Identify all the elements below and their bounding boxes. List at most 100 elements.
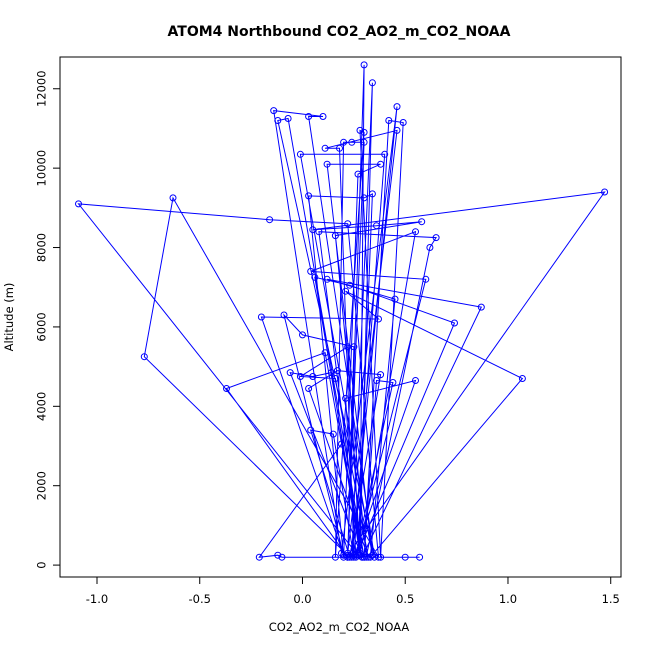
x-tick-label: 1.0	[499, 592, 517, 606]
y-axis-title: Altitude (m)	[2, 283, 16, 352]
data-point	[323, 275, 331, 283]
data-point	[426, 244, 434, 251]
data-point	[401, 553, 409, 561]
data-point	[518, 375, 526, 382]
x-tick-label: -0.5	[189, 592, 211, 606]
chart-title: ATOM4 Northbound CO2_AO2_m_CO2_NOAA	[168, 24, 511, 40]
data-point	[140, 353, 148, 361]
data-point	[354, 170, 362, 178]
data-point	[309, 226, 317, 234]
y-tick-label: 8000	[35, 233, 49, 262]
data-point	[356, 549, 364, 557]
data-point	[362, 553, 370, 561]
data-point	[360, 128, 368, 136]
data-point	[274, 551, 282, 559]
x-axis: -1.0 -0.5 0.0 0.5 1.0 1.5	[86, 576, 620, 606]
data-point	[266, 216, 274, 224]
data-point	[356, 126, 364, 134]
data-point	[373, 222, 380, 230]
data-point	[340, 138, 348, 146]
data-point	[342, 287, 350, 295]
data-point	[278, 553, 286, 561]
data-point	[389, 379, 397, 386]
x-tick-label: 1.5	[602, 592, 620, 606]
x-tick-label: 0.0	[293, 592, 311, 606]
data-point	[284, 115, 292, 122]
data-point	[342, 394, 350, 402]
data-point	[286, 369, 294, 377]
data-point	[296, 150, 304, 158]
data-point	[432, 234, 440, 242]
y-axis: 0 2000 4000 6000 8000 10000 12000	[35, 70, 61, 569]
data-layer	[75, 61, 609, 561]
data-point	[296, 373, 304, 380]
data-point	[344, 343, 352, 351]
data-point	[344, 549, 352, 557]
data-point	[270, 107, 278, 115]
data-point	[344, 220, 352, 228]
data-point	[360, 553, 368, 561]
data-point	[223, 385, 230, 392]
y-tick-label: 0	[35, 561, 49, 568]
x-tick-label: -1.0	[86, 592, 108, 606]
data-point	[336, 144, 343, 152]
data-point	[321, 144, 329, 152]
data-point	[360, 138, 368, 146]
data-point	[348, 553, 356, 561]
data-point	[360, 61, 368, 69]
data-point	[323, 160, 331, 168]
data-point	[331, 553, 339, 561]
data-point	[377, 371, 385, 379]
data-point	[368, 551, 376, 559]
data-point	[385, 117, 393, 124]
data-point	[346, 281, 354, 289]
data-point	[422, 275, 430, 283]
data-point	[327, 369, 335, 377]
data-point	[305, 385, 313, 392]
data-point	[451, 319, 458, 327]
data-point	[377, 553, 385, 561]
data-point	[319, 113, 327, 120]
data-point	[412, 228, 419, 236]
data-point	[338, 440, 345, 448]
x-axis-title: CO2_AO2_m_CO2_NOAA	[269, 620, 410, 634]
data-point	[305, 113, 313, 120]
data-point	[274, 117, 282, 124]
data-point	[375, 553, 382, 561]
x-tick-label: 0.5	[396, 592, 414, 606]
data-point	[169, 194, 177, 202]
data-point	[348, 138, 356, 146]
data-point	[375, 315, 382, 323]
series-line	[77, 64, 606, 559]
data-point	[354, 551, 362, 559]
data-point	[412, 377, 419, 384]
data-point	[329, 430, 337, 438]
data-point	[331, 375, 339, 382]
data-point	[257, 313, 265, 321]
data-point	[331, 232, 339, 240]
data-point	[309, 373, 317, 380]
y-tick-label: 6000	[35, 312, 49, 341]
data-point	[416, 553, 424, 561]
data-point	[280, 311, 288, 319]
data-point	[75, 200, 82, 208]
data-point	[333, 367, 341, 375]
data-point	[368, 79, 376, 87]
data-point	[344, 551, 352, 559]
data-point	[377, 160, 385, 168]
y-tick-label: 12000	[35, 70, 49, 107]
data-point	[418, 218, 426, 226]
data-point	[346, 553, 354, 561]
y-tick-label: 2000	[35, 471, 49, 500]
data-point	[364, 553, 372, 561]
data-point	[360, 194, 368, 202]
data-point	[352, 551, 360, 559]
data-point	[307, 267, 315, 275]
data-point	[307, 426, 315, 434]
data-point	[299, 331, 306, 339]
data-point	[393, 103, 401, 111]
data-point	[477, 303, 485, 311]
data-point	[368, 190, 376, 198]
data-point	[356, 551, 364, 559]
data-point	[399, 119, 407, 126]
